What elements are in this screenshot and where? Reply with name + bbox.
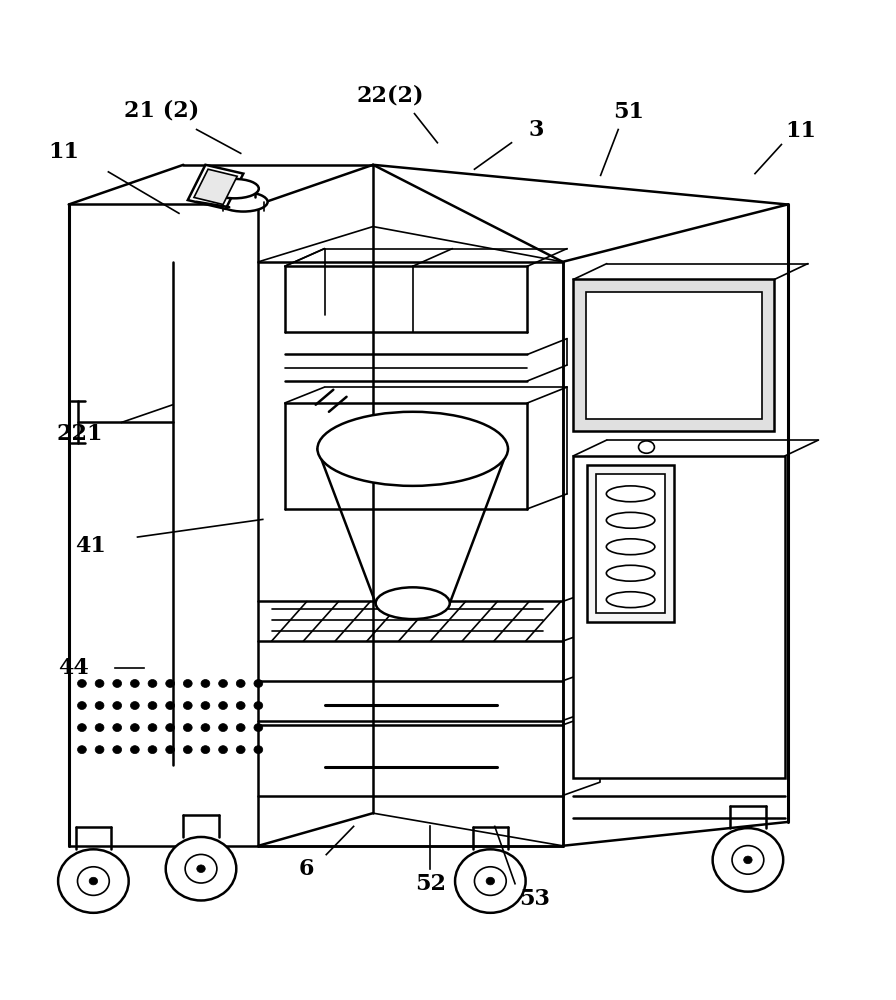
Ellipse shape [201, 680, 210, 687]
Ellipse shape [219, 724, 228, 732]
Text: 51: 51 [614, 101, 644, 123]
Ellipse shape [166, 680, 175, 687]
Ellipse shape [254, 680, 263, 687]
Ellipse shape [166, 702, 175, 710]
Ellipse shape [185, 854, 217, 883]
Text: 6: 6 [299, 858, 314, 880]
Ellipse shape [197, 865, 205, 873]
Ellipse shape [90, 877, 98, 885]
Ellipse shape [237, 724, 246, 732]
Ellipse shape [201, 746, 210, 754]
FancyBboxPatch shape [586, 292, 762, 419]
Ellipse shape [475, 867, 506, 895]
Ellipse shape [131, 702, 139, 710]
FancyBboxPatch shape [596, 474, 665, 613]
Ellipse shape [744, 856, 752, 864]
FancyBboxPatch shape [573, 456, 785, 778]
Ellipse shape [78, 702, 86, 710]
Ellipse shape [184, 702, 192, 710]
Ellipse shape [113, 746, 122, 754]
Ellipse shape [113, 702, 122, 710]
Ellipse shape [219, 746, 228, 754]
Ellipse shape [78, 746, 86, 754]
Ellipse shape [219, 702, 228, 710]
Text: 11: 11 [786, 120, 816, 142]
Ellipse shape [732, 846, 763, 874]
Ellipse shape [201, 724, 210, 732]
Ellipse shape [237, 746, 246, 754]
Text: 3: 3 [529, 119, 544, 141]
Ellipse shape [237, 680, 246, 687]
Ellipse shape [237, 702, 246, 710]
Ellipse shape [148, 746, 157, 754]
Ellipse shape [375, 587, 450, 619]
Ellipse shape [131, 724, 139, 732]
Ellipse shape [184, 746, 192, 754]
Text: 44: 44 [57, 657, 89, 679]
Ellipse shape [78, 680, 86, 687]
Text: 11: 11 [48, 141, 80, 163]
Ellipse shape [166, 837, 237, 900]
Ellipse shape [148, 702, 157, 710]
Ellipse shape [113, 724, 122, 732]
Ellipse shape [254, 724, 263, 732]
Ellipse shape [131, 746, 139, 754]
Ellipse shape [166, 746, 175, 754]
Ellipse shape [95, 746, 104, 754]
Ellipse shape [487, 877, 495, 885]
Ellipse shape [95, 702, 104, 710]
Ellipse shape [220, 192, 268, 212]
FancyBboxPatch shape [573, 279, 774, 431]
Ellipse shape [58, 849, 129, 913]
Ellipse shape [455, 849, 526, 913]
Text: 41: 41 [75, 535, 107, 557]
Ellipse shape [78, 867, 109, 895]
Text: 53: 53 [519, 888, 550, 910]
Ellipse shape [148, 724, 157, 732]
Text: 221: 221 [57, 423, 103, 445]
Ellipse shape [201, 702, 210, 710]
Ellipse shape [148, 680, 157, 687]
Ellipse shape [712, 828, 783, 892]
Ellipse shape [166, 724, 175, 732]
Ellipse shape [95, 680, 104, 687]
Ellipse shape [639, 441, 654, 453]
Ellipse shape [131, 680, 139, 687]
Ellipse shape [211, 179, 259, 198]
FancyBboxPatch shape [588, 465, 674, 622]
Polygon shape [188, 165, 244, 209]
Text: 22(2): 22(2) [357, 85, 425, 107]
Ellipse shape [184, 680, 192, 687]
Ellipse shape [219, 680, 228, 687]
Ellipse shape [95, 724, 104, 732]
Text: 21 (2): 21 (2) [124, 99, 199, 121]
Ellipse shape [113, 680, 122, 687]
Ellipse shape [254, 746, 263, 754]
Ellipse shape [317, 412, 508, 486]
Text: 52: 52 [415, 873, 446, 895]
Polygon shape [194, 169, 237, 204]
Ellipse shape [78, 724, 86, 732]
Ellipse shape [184, 724, 192, 732]
Ellipse shape [254, 702, 263, 710]
